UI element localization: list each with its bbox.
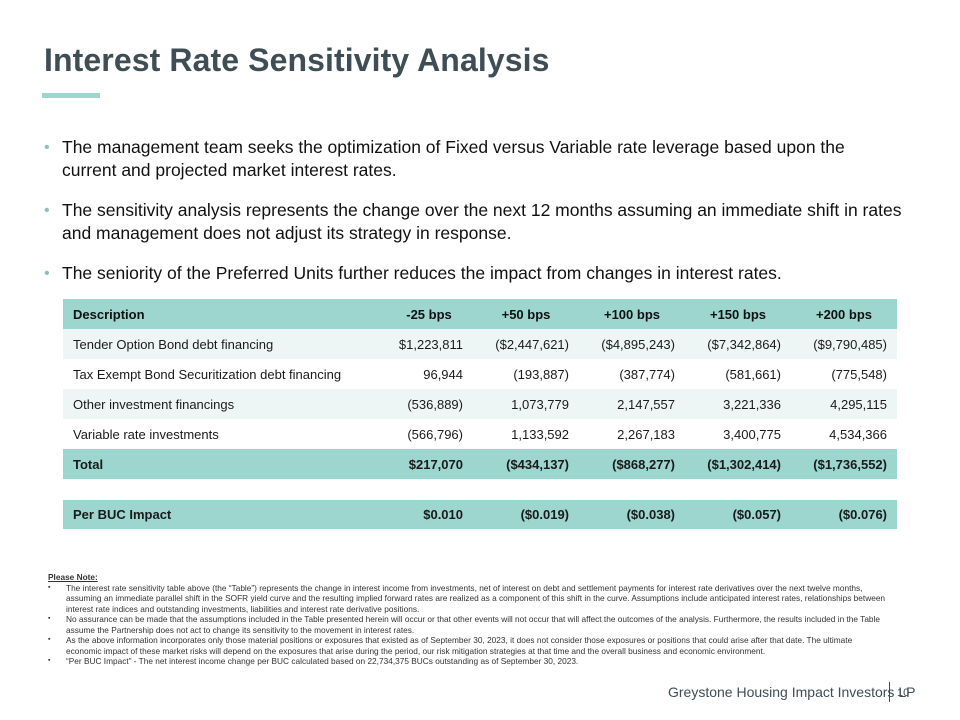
sensitivity-table: Description -25 bps +50 bps +100 bps +15… bbox=[63, 299, 897, 479]
table-cell: (193,887) bbox=[513, 366, 569, 382]
note-item: ▪ The interest rate sensitivity table abo… bbox=[48, 583, 888, 615]
title-accent-bar bbox=[42, 93, 100, 98]
bullet-item: • The sensitivity analysis represents the… bbox=[44, 199, 904, 245]
table-cell: 1,133,592 bbox=[511, 426, 569, 442]
table-cell: ($0.038) bbox=[626, 507, 675, 522]
table-cell: ($434,137) bbox=[506, 456, 569, 472]
square-bullet-icon: ▪ bbox=[48, 657, 51, 664]
table-cell: 2,267,183 bbox=[617, 426, 675, 442]
bullet-text: The seniority of the Preferred Units fur… bbox=[62, 263, 782, 283]
note-text: As the above information incorporates on… bbox=[66, 635, 853, 656]
note-text: “Per BUC Impact” - The net interest inco… bbox=[66, 656, 579, 666]
table-cell: $0.010 bbox=[423, 507, 463, 522]
table-cell: (581,661) bbox=[725, 366, 781, 382]
note-text: No assurance can be made that the assump… bbox=[66, 614, 881, 635]
square-bullet-icon: ▪ bbox=[48, 615, 51, 622]
table-cell: ($1,302,414) bbox=[707, 456, 781, 472]
notes-section: Please Note: ▪ The interest rate sensitiv… bbox=[48, 572, 888, 667]
table-total-row: Total $217,070 ($434,137) ($868,277) ($1… bbox=[63, 449, 897, 479]
table-cell: Other investment financings bbox=[73, 396, 235, 412]
table-cell: ($1,736,552) bbox=[813, 456, 887, 472]
table-header-row: Description -25 bps +50 bps +100 bps +15… bbox=[63, 299, 897, 329]
table-cell: Total bbox=[73, 456, 104, 472]
bullet-dot-icon: • bbox=[44, 265, 50, 282]
table-row: Variable rate investments (566,796) 1,13… bbox=[63, 419, 897, 449]
page-number: 10 bbox=[897, 687, 910, 699]
per-buc-table: Per BUC Impact $0.010 ($0.019) ($0.038) … bbox=[63, 500, 897, 529]
per-buc-row: Per BUC Impact $0.010 ($0.019) ($0.038) … bbox=[63, 500, 897, 529]
table-row: Tax Exempt Bond Securitization debt fina… bbox=[63, 359, 897, 389]
bullet-dot-icon: • bbox=[44, 202, 50, 219]
table-cell: ($7,342,864) bbox=[707, 336, 781, 352]
footer-company-name: Greystone Housing Impact Investors LP bbox=[668, 684, 916, 700]
bullet-item: • The management team seeks the optimizat… bbox=[44, 136, 904, 182]
table-cell: (536,889) bbox=[407, 396, 463, 412]
note-item: ▪ No assurance can be made that the assum… bbox=[48, 614, 888, 635]
table-cell: (387,774) bbox=[619, 366, 675, 382]
notes-list: ▪ The interest rate sensitivity table abo… bbox=[48, 583, 888, 667]
table-cell: 96,944 bbox=[423, 366, 463, 382]
table-cell: 3,221,336 bbox=[723, 396, 781, 412]
table-cell: ($868,277) bbox=[612, 456, 675, 472]
note-text: The interest rate sensitivity table abov… bbox=[66, 582, 886, 614]
square-bullet-icon: ▪ bbox=[48, 583, 51, 591]
table-cell: ($4,895,243) bbox=[601, 336, 675, 352]
bullet-list: • The management team seeks the optimizat… bbox=[44, 136, 904, 302]
table-cell: Tax Exempt Bond Securitization debt fina… bbox=[73, 366, 342, 382]
table-row: Tender Option Bond debt financing $1,223… bbox=[63, 329, 897, 359]
table-cell: Tender Option Bond debt financing bbox=[73, 336, 274, 352]
table-cell: ($9,790,485) bbox=[813, 336, 887, 352]
column-header: +200 bps bbox=[815, 306, 872, 322]
bullet-text: The management team seeks the optimizati… bbox=[62, 137, 845, 180]
square-bullet-icon: ▪ bbox=[48, 636, 51, 643]
column-header: -25 bps bbox=[406, 306, 452, 322]
bullet-dot-icon: • bbox=[44, 139, 50, 156]
notes-heading: Please Note: bbox=[48, 572, 98, 582]
table-cell: 1,073,779 bbox=[511, 396, 569, 412]
table-cell: 2,147,557 bbox=[617, 396, 675, 412]
column-header: +100 bps bbox=[603, 306, 660, 322]
page-title: Interest Rate Sensitivity Analysis bbox=[44, 42, 550, 78]
note-item: ▪ As the above information incorporates o… bbox=[48, 635, 888, 656]
column-header: +50 bps bbox=[501, 306, 551, 322]
table-row: Other investment financings (536,889) 1,… bbox=[63, 389, 897, 419]
table-cell: $1,223,811 bbox=[398, 336, 463, 352]
bullet-item: • The seniority of the Preferred Units fu… bbox=[44, 262, 904, 285]
table-cell: 3,400,775 bbox=[723, 426, 781, 442]
table-cell: $217,070 bbox=[408, 456, 463, 472]
table-cell: ($0.057) bbox=[732, 507, 781, 522]
bullet-text: The sensitivity analysis represents the … bbox=[62, 200, 902, 243]
table-cell: (566,796) bbox=[407, 426, 463, 442]
table-cell: 4,295,115 bbox=[830, 396, 887, 412]
table-cell: ($2,447,621) bbox=[495, 336, 569, 352]
table-cell: Per BUC Impact bbox=[73, 507, 172, 522]
column-header: +150 bps bbox=[709, 306, 766, 322]
table-cell: (775,548) bbox=[831, 366, 887, 382]
note-item: ▪ “Per BUC Impact” - The net interest inc… bbox=[48, 656, 888, 667]
table-cell: ($0.019) bbox=[520, 507, 569, 522]
footer-divider bbox=[889, 682, 890, 702]
table-cell: Variable rate investments bbox=[73, 426, 219, 442]
column-header: Description bbox=[73, 306, 145, 322]
table-cell: 4,534,366 bbox=[829, 426, 887, 442]
table-cell: ($0.076) bbox=[838, 507, 887, 522]
